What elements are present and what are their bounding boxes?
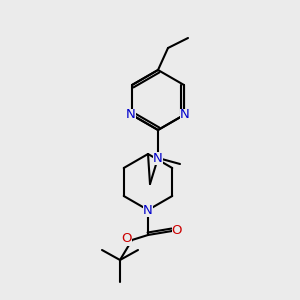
Text: N: N [126,109,136,122]
Text: N: N [180,109,190,122]
Text: N: N [143,203,153,217]
Text: O: O [122,232,132,245]
Text: N: N [153,152,163,164]
Text: O: O [172,224,182,238]
